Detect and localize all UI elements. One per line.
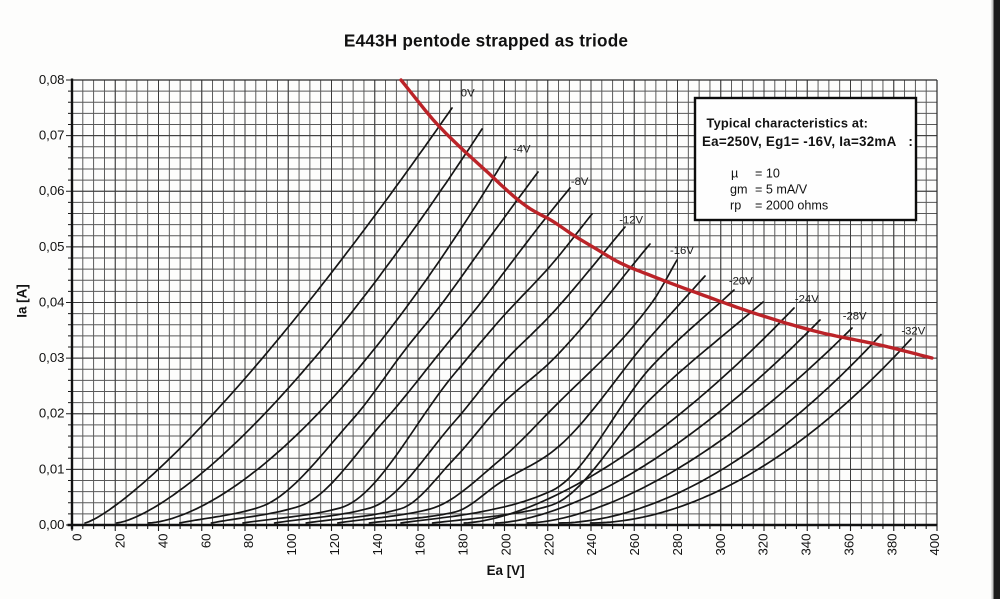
svg-text:Typical characteristics at:: Typical characteristics at: [707,116,869,131]
svg-text:-4V: -4V [513,144,531,156]
svg-text:180: 180 [456,534,471,556]
svg-text:-8V: -8V [571,176,589,188]
svg-text:-24V: -24V [795,293,819,305]
svg-text:gm: gm [730,183,748,197]
svg-text:-16V: -16V [670,245,694,257]
svg-text:0,07: 0,07 [39,128,65,143]
svg-text:80: 80 [241,534,256,549]
svg-text:Ia [A]: Ia [A] [15,284,30,317]
svg-text:340: 340 [799,534,814,556]
svg-text:-12V: -12V [619,214,643,226]
svg-text:260: 260 [627,534,642,556]
svg-text:20: 20 [113,534,128,549]
svg-text:0,01: 0,01 [39,461,65,476]
svg-text:360: 360 [842,534,857,556]
svg-text:0,03: 0,03 [39,350,65,365]
svg-text:0,00: 0,00 [39,517,65,532]
svg-text:Ea=250V, Eg1= -16V, Ia=32mA: Ea=250V, Eg1= -16V, Ia=32mA : [702,134,913,149]
svg-text:= 2000 ohms: = 2000 ohms [755,199,828,213]
svg-text:-32V: -32V [901,326,925,338]
svg-text:240: 240 [584,534,599,556]
svg-text:0,04: 0,04 [39,294,65,309]
svg-text:-28V: -28V [843,311,867,323]
svg-text:E443H pentode strapped as trio: E443H pentode strapped as triode [344,31,628,51]
svg-text:160: 160 [413,534,428,556]
svg-text:60: 60 [198,534,213,549]
svg-text:µ: µ [731,167,738,181]
svg-text:40: 40 [155,534,170,549]
svg-text:320: 320 [756,534,771,556]
svg-text:220: 220 [541,534,556,556]
svg-text:380: 380 [884,534,899,556]
svg-text:0,08: 0,08 [39,72,65,87]
svg-text:Ea [V]: Ea [V] [487,563,525,578]
svg-text:200: 200 [498,534,513,556]
svg-text:0: 0 [70,534,85,541]
svg-text:0,06: 0,06 [39,183,65,198]
svg-text:0V: 0V [461,88,475,100]
svg-text:0,05: 0,05 [39,239,65,254]
svg-text:100: 100 [284,534,299,556]
svg-text:120: 120 [327,534,342,556]
svg-text:280: 280 [670,534,685,556]
svg-text:0,02: 0,02 [39,406,65,421]
svg-text:-20V: -20V [729,275,753,287]
svg-text:= 5 mA/V: = 5 mA/V [755,183,808,197]
svg-text:= 10: = 10 [755,167,780,181]
svg-text:400: 400 [927,534,942,556]
svg-text:rp: rp [730,199,741,213]
svg-text:140: 140 [370,534,385,556]
svg-text:300: 300 [713,534,728,556]
